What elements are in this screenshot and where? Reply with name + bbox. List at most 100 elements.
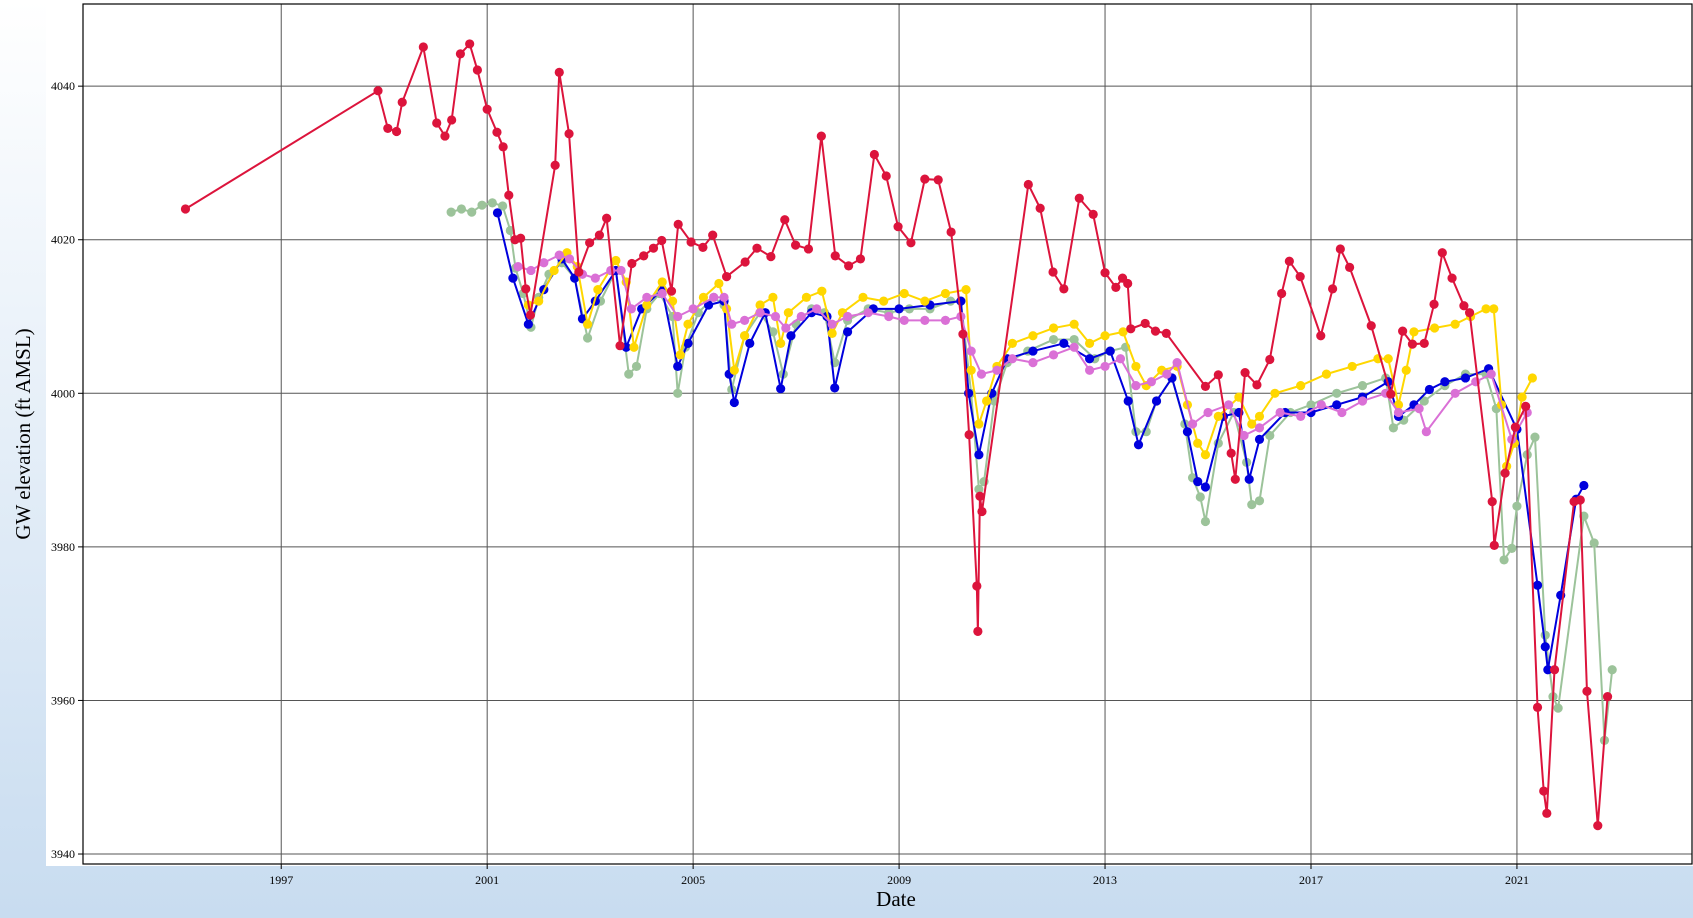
data-point [1048,334,1059,345]
data-point [1162,369,1172,379]
figure-area [46,0,1693,866]
x-tick-label: 1997 [269,873,293,887]
data-point [1111,282,1121,292]
data-point [714,278,724,289]
data-point [1126,324,1136,334]
x-tick-label: 2021 [1505,873,1529,887]
data-point [1398,326,1408,336]
data-point [1407,339,1418,349]
y-tick-label: 4040 [51,79,75,93]
data-point [1069,342,1079,352]
data-point [482,104,492,114]
plot-frame [82,3,1693,865]
data-point [574,267,584,277]
data-point [1589,538,1599,548]
data-point [776,338,786,348]
data-point [803,244,814,254]
data-point [455,49,466,59]
data-point [940,288,951,299]
data-point [722,271,732,282]
data-point [1203,407,1213,418]
data-point [582,319,593,329]
data-point [1450,388,1460,398]
data-point [642,300,652,310]
data-point [1187,419,1198,429]
data-point [940,315,951,325]
data-point [1510,422,1520,432]
data-point [966,365,976,375]
data-point [642,292,652,302]
data-point [673,311,683,322]
data-point [1059,284,1069,294]
data-point [554,250,564,260]
x-tick-label: 2005 [681,873,705,887]
data-point [1440,377,1450,387]
data-point [373,86,383,96]
data-point [1306,400,1316,410]
data-point [698,242,708,253]
data-point [432,118,442,128]
data-point [1419,338,1429,348]
data-point [816,131,826,141]
data-point [1401,365,1411,375]
data-point [513,262,523,272]
data-point [1028,357,1038,368]
data-point [1151,396,1162,406]
data-point [1118,327,1128,337]
data-point [1193,438,1203,448]
data-point [582,333,593,343]
data-point [1575,495,1585,505]
data-point [1512,501,1522,511]
data-point [1254,496,1265,506]
x-tick-label: 2001 [475,873,499,887]
data-point [611,255,621,266]
data-point [564,129,574,139]
data-point [863,308,873,318]
data-point [1284,256,1294,266]
data-point [1429,299,1439,309]
data-point [1607,665,1617,675]
data-point [783,308,793,318]
data-point [629,342,639,352]
data-point [616,265,626,276]
data-point [1074,193,1084,203]
data-point [827,328,837,339]
data-point [1100,268,1110,278]
data-point [894,304,904,314]
data-point [992,365,1002,375]
data-point [709,292,719,302]
data-point [606,265,616,276]
data-point [550,160,560,170]
data-point [1507,543,1517,554]
data-point [1115,354,1126,364]
data-point [899,315,909,325]
data-point [1224,400,1234,410]
data-point [812,304,822,314]
data-point [383,123,393,133]
y-tick-label: 4020 [51,233,75,247]
data-point [1105,346,1115,356]
data-point [1517,392,1527,402]
data-point [585,238,595,248]
data-point [180,204,191,214]
data-point [768,327,778,337]
data-point [440,131,450,141]
data-point [1069,334,1079,345]
data-point [869,149,879,160]
data-point [1028,331,1038,341]
data-point [1429,323,1440,333]
y-tick-label: 3960 [51,693,75,707]
data-point [487,198,497,208]
data-point [523,319,533,329]
data-point [477,200,487,210]
data-point [975,491,985,501]
data-point [1254,434,1265,444]
data-point [1527,373,1537,383]
data-point [1088,209,1098,219]
y-tick-label: 3980 [51,540,75,554]
data-point [1252,380,1262,390]
data-point [1337,407,1347,418]
data-point [1270,388,1280,398]
data-point [447,115,457,125]
